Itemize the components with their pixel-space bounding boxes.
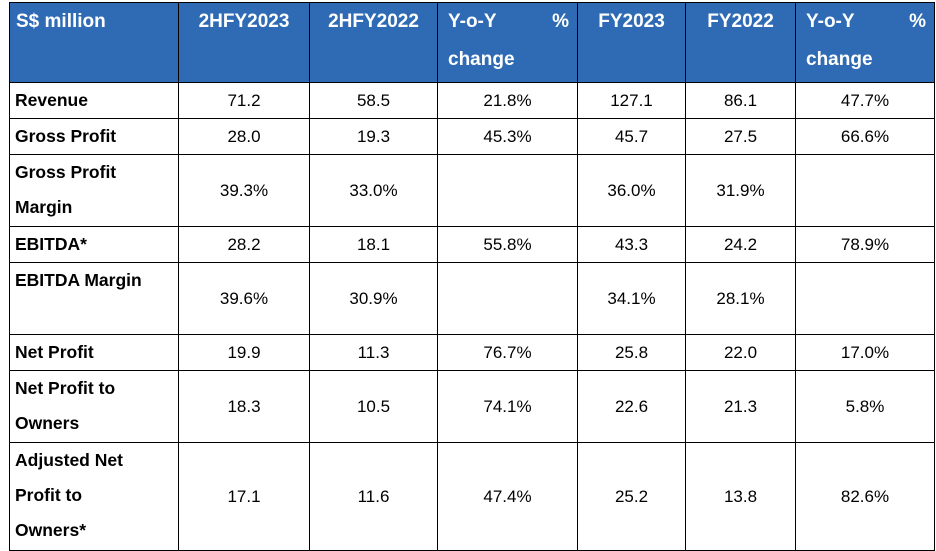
header-2hfy2022: 2HFY2022 [309,2,438,83]
cell-fy2022: 86.1 [685,82,796,119]
table-row: Adjusted Net Profit to Owners* 17.1 11.6… [9,442,935,551]
cell-2hfy2023: 28.2 [178,226,310,263]
cell-fy2022: 31.9% [685,154,796,227]
table-row: Gross Profit 28.0 19.3 45.3% 45.7 27.5 6… [9,118,935,155]
cell-fy2023: 25.2 [577,442,686,551]
cell-fy2022: 21.3 [685,370,796,443]
cell-yoy-full: 17.0% [795,334,935,371]
row-label: Gross Profit Margin [9,154,179,227]
row-label-line: Owners [15,413,80,433]
cell-yoy-full: 78.9% [795,226,935,263]
row-label: Revenue [9,82,179,119]
cell-yoy-half: 21.8% [437,82,578,119]
cell-2hfy2022: 11.3 [309,334,438,371]
header-yoy-full-a: Y-o-Y [806,11,855,32]
cell-2hfy2023: 71.2 [178,82,310,119]
row-label: Adjusted Net Profit to Owners* [9,442,179,551]
cell-2hfy2022: 11.6 [309,442,438,551]
row-label-line: Profit to [15,485,83,505]
cell-2hfy2023: 28.0 [178,118,310,155]
header-yoy-full-b: % [909,11,926,32]
cell-yoy-half: 47.4% [437,442,578,551]
header-fy2023: FY2023 [577,2,686,83]
row-label: EBITDA* [9,226,179,263]
row-label-line: Owners* [15,520,86,540]
financial-summary-table: S$ million 2HFY2023 2HFY2022 Y-o-Y% chan… [9,2,935,551]
row-label: Net Profit to Owners [9,370,179,443]
row-label-line: Gross Profit [15,126,117,146]
cell-fy2023: 34.1% [577,262,686,335]
cell-2hfy2023: 19.9 [178,334,310,371]
header-yoy-half-a: Y-o-Y [448,11,497,32]
cell-yoy-half: 45.3% [437,118,578,155]
row-label-line: Net Profit to [15,378,116,398]
cell-yoy-half: 76.7% [437,334,578,371]
cell-2hfy2022: 10.5 [309,370,438,443]
cell-2hfy2022: 33.0% [309,154,438,227]
cell-yoy-half [437,154,578,227]
row-label-line: EBITDA* [15,234,87,254]
header-yoy-full-c: change [806,49,873,70]
cell-yoy-full: 66.6% [795,118,935,155]
cell-fy2022: 28.1% [685,262,796,335]
header-2hfy2023: 2HFY2023 [178,2,310,83]
header-row: S$ million 2HFY2023 2HFY2022 Y-o-Y% chan… [9,2,935,83]
row-label-line: Revenue [15,90,88,110]
cell-fy2023: 25.8 [577,334,686,371]
cell-2hfy2023: 39.6% [178,262,310,335]
header-yoy-half-c: change [448,49,515,70]
row-label: Gross Profit [9,118,179,155]
cell-yoy-half [437,262,578,335]
table-row: EBITDA* 28.2 18.1 55.8% 43.3 24.2 78.9% [9,226,935,263]
cell-fy2023: 43.3 [577,226,686,263]
row-label-line: Gross Profit [15,162,117,182]
header-fy2022: FY2022 [685,2,796,83]
cell-fy2022: 22.0 [685,334,796,371]
cell-yoy-full [795,262,935,335]
cell-fy2023: 36.0% [577,154,686,227]
cell-2hfy2022: 18.1 [309,226,438,263]
table-row: EBITDA Margin 39.6% 30.9% 34.1% 28.1% [9,262,935,335]
table-row: Revenue 71.2 58.5 21.8% 127.1 86.1 47.7% [9,82,935,119]
table-row: Gross Profit Margin 39.3% 33.0% 36.0% 31… [9,154,935,227]
cell-2hfy2022: 19.3 [309,118,438,155]
header-yoy-full: Y-o-Y% change [795,2,935,83]
cell-yoy-full: 47.7% [795,82,935,119]
row-label-line: Adjusted Net [15,450,123,470]
cell-yoy-full [795,154,935,227]
row-label: Net Profit [9,334,179,371]
cell-fy2022: 27.5 [685,118,796,155]
header-yoy-half-b: % [552,11,569,32]
cell-fy2023: 45.7 [577,118,686,155]
cell-yoy-full: 5.8% [795,370,935,443]
row-label-line: EBITDA Margin [15,270,142,290]
cell-yoy-half: 55.8% [437,226,578,263]
cell-fy2022: 13.8 [685,442,796,551]
cell-2hfy2022: 30.9% [309,262,438,335]
cell-2hfy2023: 18.3 [178,370,310,443]
cell-fy2022: 24.2 [685,226,796,263]
cell-2hfy2022: 58.5 [309,82,438,119]
header-yoy-half: Y-o-Y% change [437,2,578,83]
table-row: Net Profit to Owners 18.3 10.5 74.1% 22.… [9,370,935,443]
cell-2hfy2023: 39.3% [178,154,310,227]
row-label: EBITDA Margin [9,262,179,335]
cell-2hfy2023: 17.1 [178,442,310,551]
table-row: Net Profit 19.9 11.3 76.7% 25.8 22.0 17.… [9,334,935,371]
cell-yoy-half: 74.1% [437,370,578,443]
cell-fy2023: 22.6 [577,370,686,443]
header-label: S$ million [9,2,179,83]
row-label-line: Net Profit [15,342,94,362]
cell-fy2023: 127.1 [577,82,686,119]
cell-yoy-full: 82.6% [795,442,935,551]
row-label-line: Margin [15,197,73,217]
